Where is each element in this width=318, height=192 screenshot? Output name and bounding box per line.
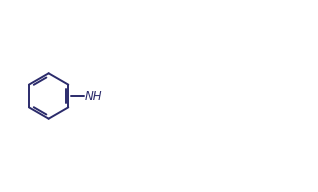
- Text: NH: NH: [85, 89, 102, 103]
